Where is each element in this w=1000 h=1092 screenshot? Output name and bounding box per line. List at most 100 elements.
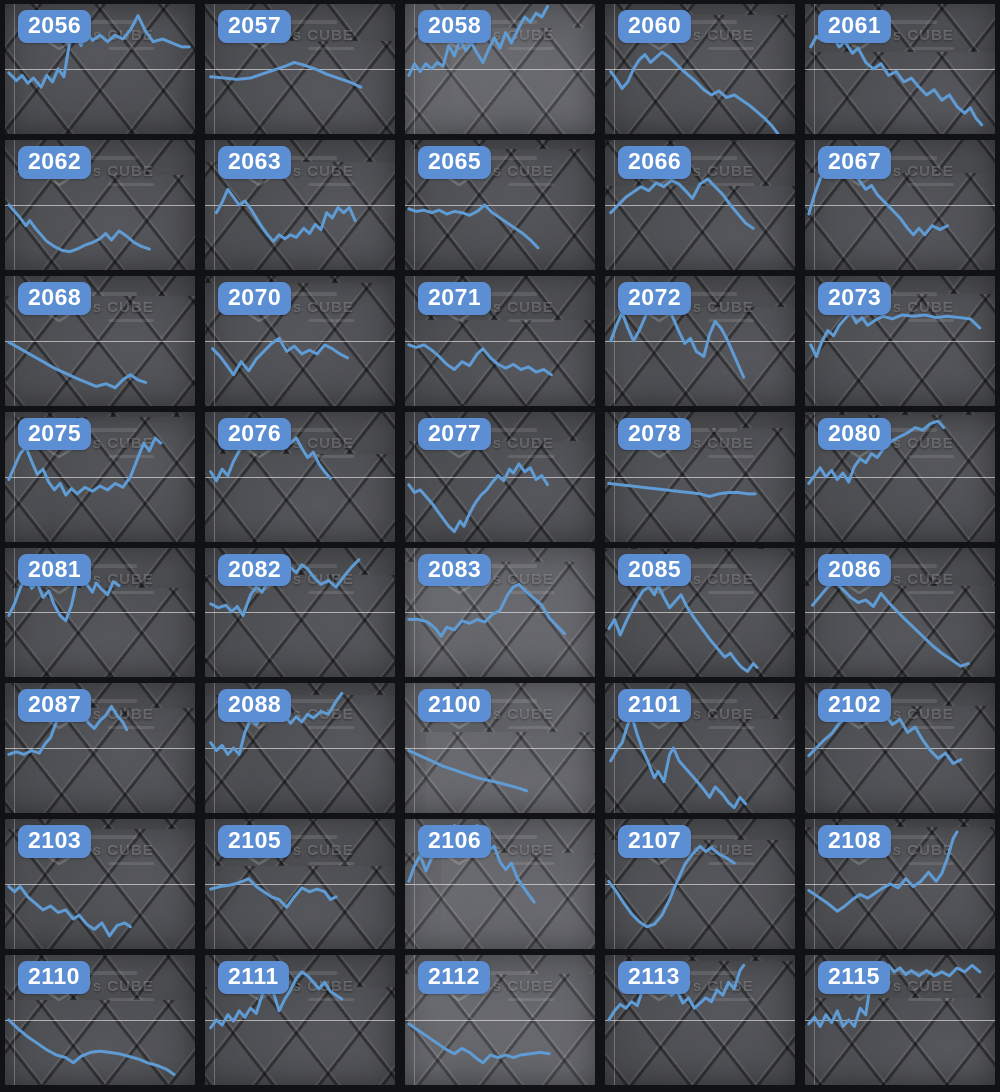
machine-cell[interactable]: P P's CUBE 2071 — [405, 275, 595, 406]
machine-cell[interactable]: P P's CUBE 2112 — [405, 955, 595, 1085]
payout-sparkline — [407, 5, 549, 77]
payout-sparkline — [809, 310, 982, 358]
machine-cell[interactable]: P P's CUBE 2063 — [205, 139, 395, 270]
machine-cell[interactable]: P P's CUBE 2103 — [5, 819, 195, 950]
y-axis-line — [14, 547, 15, 678]
machine-cell[interactable]: P P's CUBE 2061 — [805, 4, 995, 134]
machine-cell[interactable]: P P's CUBE 2075 — [5, 411, 195, 542]
payout-line — [807, 830, 959, 913]
zero-line — [805, 476, 995, 478]
y-axis-line — [614, 819, 615, 950]
machine-cell[interactable]: P P's CUBE 2088 — [205, 683, 395, 814]
y-axis-line — [14, 139, 15, 270]
payout-sparkline — [607, 845, 736, 929]
machine-cell[interactable]: P P's CUBE 2101 — [605, 683, 795, 814]
machine-cell[interactable]: P P's CUBE 2072 — [605, 275, 795, 406]
zero-line — [205, 884, 395, 886]
payout-line — [209, 60, 363, 89]
y-axis-line — [14, 683, 15, 814]
y-axis-line — [214, 955, 215, 1085]
machine-number-badge: 2076 — [218, 417, 292, 451]
machine-cell[interactable]: P P's CUBE 2076 — [205, 411, 395, 542]
machine-cell[interactable]: P P's CUBE 2068 — [5, 275, 195, 406]
payout-sparkline — [609, 177, 755, 230]
zero-line — [805, 204, 995, 206]
machine-cell[interactable]: P P's CUBE 2060 — [605, 4, 795, 134]
machine-cell[interactable]: P P's CUBE 2065 — [405, 139, 595, 270]
machine-cell[interactable]: P P's CUBE 2070 — [205, 275, 395, 406]
machine-cell[interactable]: P P's CUBE 2056 — [5, 4, 195, 134]
y-axis-line — [414, 955, 415, 1085]
machine-cell[interactable]: P P's CUBE 2058 — [405, 4, 595, 134]
machine-cell[interactable]: P P's CUBE 2110 — [5, 955, 195, 1085]
zero-line — [405, 340, 595, 342]
machine-cell[interactable]: P P's CUBE 2080 — [805, 411, 995, 542]
zero-line — [605, 476, 795, 478]
machine-cell[interactable]: P P's CUBE 2073 — [805, 275, 995, 406]
machine-cell[interactable]: P P's CUBE 2057 — [205, 4, 395, 134]
machine-number-badge: 2056 — [18, 10, 92, 43]
machine-number-badge: 2107 — [618, 825, 692, 858]
machine-cell[interactable]: P P's CUBE 2081 — [5, 547, 195, 678]
machine-cell[interactable]: P P's CUBE 2115 — [805, 955, 995, 1085]
machine-number-badge: 2105 — [218, 825, 292, 858]
machine-number-badge: 2082 — [218, 553, 292, 587]
machine-cell[interactable]: P P's CUBE 2102 — [805, 683, 995, 814]
zero-line — [405, 748, 595, 750]
y-axis-line — [414, 4, 415, 134]
machine-cell[interactable]: P P's CUBE 2082 — [205, 547, 395, 678]
machine-cell[interactable]: P P's CUBE 2100 — [405, 683, 595, 814]
zero-line — [5, 68, 195, 70]
machine-cell[interactable]: P P's CUBE 2067 — [805, 139, 995, 270]
machine-number-badge: 2103 — [18, 825, 92, 858]
machine-cell[interactable]: P P's CUBE 2077 — [405, 411, 595, 542]
y-axis-line — [14, 955, 15, 1085]
y-axis-line — [414, 411, 415, 542]
y-axis-line — [814, 547, 815, 678]
machine-number-badge: 2081 — [18, 553, 92, 587]
y-axis-line — [214, 819, 215, 950]
payout-line — [407, 203, 540, 250]
machine-cell[interactable]: P P's CUBE 2078 — [605, 411, 795, 542]
y-axis-line — [414, 139, 415, 270]
machine-number-badge: 2083 — [418, 553, 492, 587]
payout-sparkline — [209, 970, 344, 1030]
payout-line — [609, 714, 748, 810]
machine-cell[interactable]: P P's CUBE 2066 — [605, 139, 795, 270]
y-axis-line — [814, 4, 815, 134]
machine-number-badge: 2100 — [418, 689, 492, 723]
payout-line — [607, 583, 759, 673]
machine-cell[interactable]: P P's CUBE 2113 — [605, 955, 795, 1085]
payout-sparkline — [7, 203, 151, 254]
payout-sparkline — [209, 877, 338, 910]
payout-sparkline — [607, 583, 759, 673]
machine-cell[interactable]: P P's CUBE 2108 — [805, 819, 995, 950]
machine-cell[interactable]: P P's CUBE 2083 — [405, 547, 595, 678]
payout-sparkline — [7, 340, 148, 389]
machine-number-badge: 2108 — [818, 825, 892, 858]
payout-sparkline — [7, 1018, 176, 1077]
machine-number-badge: 2066 — [618, 145, 692, 179]
machine-cell[interactable]: P P's CUBE 2111 — [205, 955, 395, 1085]
machine-number-badge: 2071 — [418, 281, 492, 315]
zero-line — [5, 612, 195, 614]
payout-sparkline — [7, 436, 163, 497]
machine-number-badge: 2111 — [218, 961, 289, 994]
machine-cell[interactable]: P P's CUBE 2107 — [605, 819, 795, 950]
machine-number-badge: 2080 — [818, 417, 892, 451]
machine-cell[interactable]: P P's CUBE 2086 — [805, 547, 995, 678]
zero-line — [405, 204, 595, 206]
machine-cell[interactable]: P P's CUBE 2062 — [5, 139, 195, 270]
machine-number-badge: 2067 — [818, 145, 892, 179]
machine-cell[interactable]: P P's CUBE 2087 — [5, 683, 195, 814]
zero-line — [405, 68, 595, 70]
machine-cell[interactable]: P P's CUBE 2106 — [405, 819, 595, 950]
payout-line — [609, 177, 755, 230]
payout-line — [211, 336, 349, 376]
machine-cell[interactable]: P P's CUBE 2085 — [605, 547, 795, 678]
zero-line — [805, 1020, 995, 1022]
machine-cell[interactable]: P P's CUBE 2105 — [205, 819, 395, 950]
zero-line — [805, 340, 995, 342]
machine-number-badge: 2085 — [618, 553, 692, 587]
payout-line — [407, 462, 549, 533]
